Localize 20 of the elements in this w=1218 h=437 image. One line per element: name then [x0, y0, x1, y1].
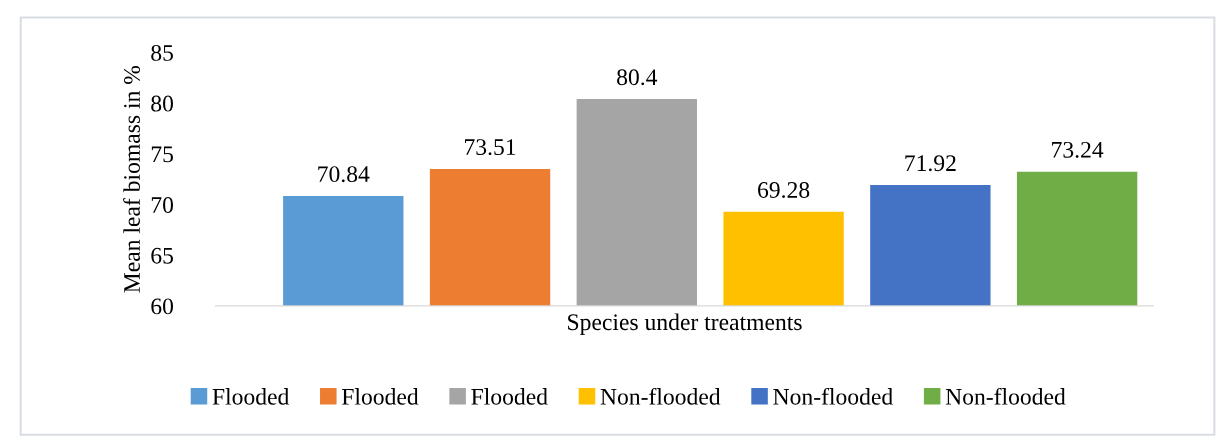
legend-label: Non-flooded: [773, 387, 893, 405]
legend-label: Non-flooded: [600, 387, 721, 405]
y-tick-label: 65: [151, 247, 173, 264]
x-axis-title: Species under treatments: [568, 313, 802, 335]
legend-label: Non-flooded: [945, 387, 1066, 405]
y-tick-label: 70: [151, 197, 174, 213]
legend-label: Flooded: [341, 388, 419, 405]
legend-label: Flooded: [212, 388, 290, 405]
data-label: 70.84: [318, 166, 370, 183]
data-label: 73.51: [465, 139, 516, 156]
data-label: 73.24: [1052, 141, 1104, 158]
y-tick-label: 75: [151, 146, 173, 163]
data-label: 80.4: [617, 69, 658, 86]
y-axis-title: Mean leaf biomass in %: [123, 65, 141, 293]
y-tick-label: 60: [151, 298, 174, 315]
y-tick-label: 85: [151, 44, 173, 61]
data-label: 71.92: [905, 155, 956, 172]
legend-label: Flooded: [471, 388, 548, 405]
y-tick-label: 80: [151, 95, 174, 112]
data-label: 69.28: [758, 181, 810, 198]
